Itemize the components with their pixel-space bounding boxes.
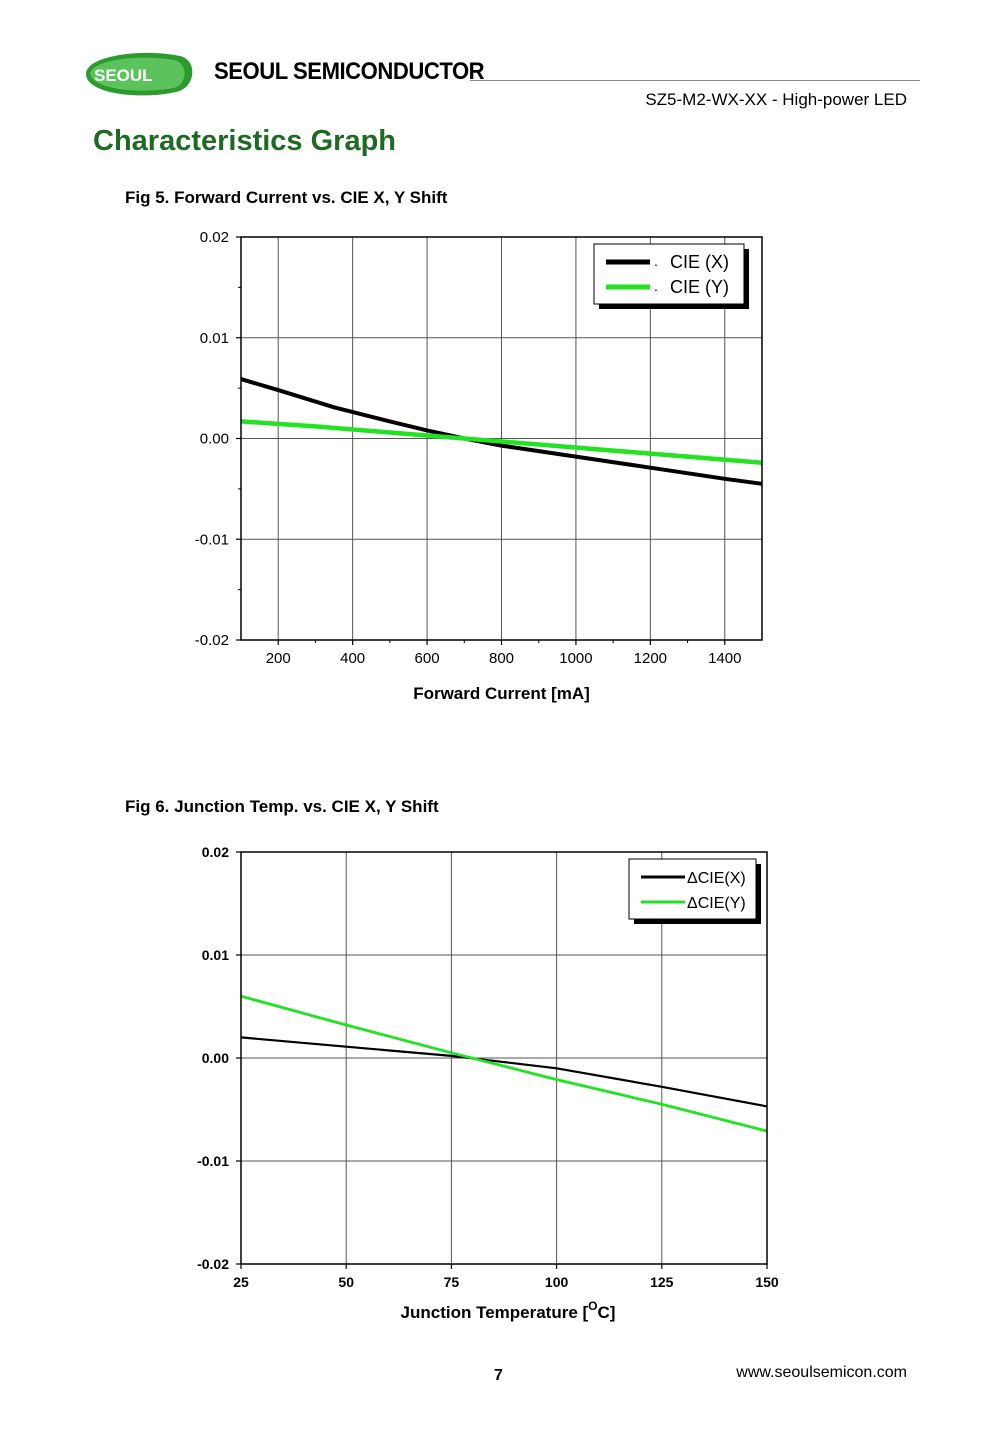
legend-dot: . bbox=[654, 278, 658, 294]
fig5-chart: 200 400 600 800 1000 1200 1400 0.02 0.01 0.00 -0.0… bbox=[195, 229, 763, 703]
website-url: www.seoulsemicon.com bbox=[736, 1364, 907, 1381]
x-axis-label: Junction Temperature [OC] bbox=[401, 1299, 616, 1322]
page-number: 7 bbox=[494, 1367, 503, 1384]
legend: ΔCIE(X) ΔCIE(Y) bbox=[628, 858, 761, 924]
x-tick-label: 50 bbox=[338, 1274, 354, 1290]
y-tick-label: -0.01 bbox=[197, 1153, 229, 1169]
x-tick-label: 25 bbox=[233, 1274, 249, 1290]
x-axis-label: Forward Current [mA] bbox=[413, 684, 590, 703]
series-line-cie-y bbox=[240, 994, 768, 1133]
x-tick-label: 75 bbox=[444, 1274, 460, 1290]
fig6-chart: 25 50 75 100 125 150 0.02 0.01 0.00 -0.01 -0.02 Jun… bbox=[197, 844, 779, 1322]
legend-label: ΔCIE(Y) bbox=[687, 895, 746, 912]
legend-dot: . bbox=[654, 253, 658, 269]
x-tick-label: 800 bbox=[489, 650, 514, 667]
brand-name: SEOUL SEMICONDUCTOR bbox=[214, 58, 485, 85]
y-tick-label: 0.01 bbox=[200, 330, 229, 347]
fig6-title: Fig 6. Junction Temp. vs. CIE X, Y Shift bbox=[125, 797, 439, 816]
logo-text: SEOUL bbox=[94, 66, 153, 85]
y-tick-label: 0.02 bbox=[202, 844, 229, 860]
header-divider bbox=[470, 80, 920, 81]
fig5-title: Fig 5. Forward Current vs. CIE X, Y Shif… bbox=[125, 188, 448, 207]
y-tick-label: -0.01 bbox=[195, 531, 229, 548]
x-tick-label: 200 bbox=[266, 650, 291, 667]
x-tick-label: 125 bbox=[650, 1274, 674, 1290]
section-title: Characteristics Graph bbox=[93, 125, 397, 157]
series-line-cie-y bbox=[240, 419, 763, 465]
y-tick-label: -0.02 bbox=[195, 632, 229, 649]
x-tick-label: 400 bbox=[340, 650, 365, 667]
legend-label: CIE (Y) bbox=[670, 277, 729, 297]
legend-label: CIE (X) bbox=[670, 252, 729, 272]
y-tick-label: 0.00 bbox=[202, 1050, 229, 1066]
legend-box bbox=[593, 243, 745, 305]
x-tick-label: 1000 bbox=[559, 650, 592, 667]
legend: . CIE (X). CIE (Y) bbox=[593, 243, 749, 309]
x-tick-label: 1400 bbox=[708, 650, 741, 667]
y-tick-label: 0.00 bbox=[200, 431, 229, 448]
product-name: SZ5-M2-WX-XX - High-power LED bbox=[645, 90, 907, 109]
x-tick-label: 100 bbox=[545, 1274, 569, 1290]
x-tick-label: 150 bbox=[755, 1274, 779, 1290]
y-tick-label: 0.02 bbox=[200, 229, 229, 246]
series-line-cie-x bbox=[240, 1036, 768, 1108]
x-tick-label: 600 bbox=[415, 650, 440, 667]
legend-label: ΔCIE(X) bbox=[687, 870, 746, 887]
x-tick-label: 1200 bbox=[634, 650, 667, 667]
y-tick-label: -0.02 bbox=[197, 1256, 229, 1272]
y-tick-label: 0.01 bbox=[202, 947, 229, 963]
legend-box bbox=[628, 858, 757, 920]
seoul-logo: SEOUL bbox=[86, 52, 193, 96]
